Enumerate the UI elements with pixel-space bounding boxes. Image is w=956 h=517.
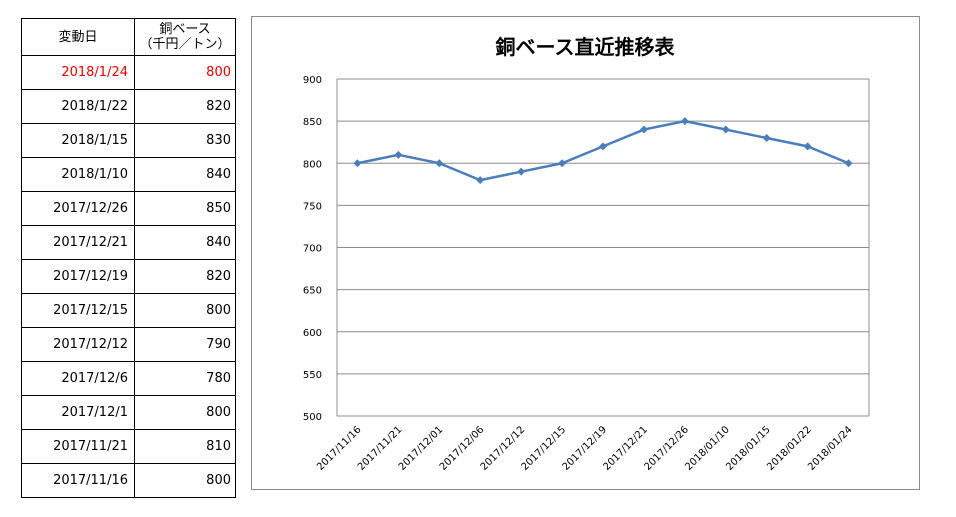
table-row: 2018/1/24 800 xyxy=(21,55,236,90)
row-price: 790 xyxy=(134,327,236,362)
header-date: 変動日 xyxy=(21,18,135,56)
row-price: 840 xyxy=(134,225,236,260)
row-date: 2018/1/10 xyxy=(21,157,135,192)
data-point xyxy=(394,150,403,159)
y-axis-ticks: 500 550 600 650 700 750 800 850 900 xyxy=(303,75,322,423)
chart-area: 銅ベース直近推移表 500 550 600 650 700 750 800 850 900 20… xyxy=(251,16,920,490)
table-row: 2017/12/12 790 xyxy=(21,327,236,362)
table-row: 2018/1/10 840 xyxy=(21,157,236,192)
table-header-row: 変動日 銅ベース （千円／トン） xyxy=(21,18,236,56)
header-price-line2: （千円／トン） xyxy=(139,37,231,52)
row-date: 2017/12/19 xyxy=(21,259,135,294)
table-row: 2018/1/22 820 xyxy=(21,89,236,124)
header-price-line1: 銅ベース xyxy=(159,22,211,37)
row-price: 850 xyxy=(134,191,236,226)
table-row: 2017/12/15 800 xyxy=(21,293,236,328)
data-point xyxy=(558,159,567,168)
grid-lines xyxy=(336,78,870,417)
table-row: 2018/1/15 830 xyxy=(21,123,236,158)
row-price: 840 xyxy=(134,157,236,192)
table-row: 2017/12/19 820 xyxy=(21,259,236,294)
row-date: 2018/1/24 xyxy=(21,55,135,90)
row-date: 2017/11/21 xyxy=(21,429,135,464)
series-layer xyxy=(353,117,853,185)
row-price: 820 xyxy=(134,89,236,124)
x-axis-ticks: 2017/11/162017/11/212017/12/012017/12/06… xyxy=(315,424,855,473)
row-date: 2017/12/1 xyxy=(21,395,135,430)
y-tick-label: 650 xyxy=(303,286,322,297)
row-price: 800 xyxy=(134,293,236,328)
table-row: 2017/11/21 810 xyxy=(21,429,236,464)
table-row: 2017/12/1 800 xyxy=(21,395,236,430)
row-date: 2017/11/16 xyxy=(21,463,135,498)
row-price: 810 xyxy=(134,429,236,464)
data-point xyxy=(680,117,689,126)
row-date: 2017/12/15 xyxy=(21,293,135,328)
row-date: 2017/12/21 xyxy=(21,225,135,260)
row-price: 800 xyxy=(134,463,236,498)
data-point xyxy=(762,133,771,142)
data-point xyxy=(599,142,607,151)
y-tick-label: 900 xyxy=(303,75,322,86)
y-tick-label: 700 xyxy=(303,244,322,255)
series-line xyxy=(357,119,850,182)
table-row: 2017/11/16 800 xyxy=(21,463,236,498)
y-tick-label: 550 xyxy=(303,370,322,381)
row-date: 2018/1/15 xyxy=(21,123,135,158)
table-body: 2018/1/24 800 2018/1/22 820 2018/1/15 830 2018… xyxy=(21,55,236,498)
table-row: 2017/12/6 780 xyxy=(21,361,236,396)
data-point xyxy=(435,159,444,168)
row-date: 2017/12/26 xyxy=(21,191,135,226)
y-tick-label: 750 xyxy=(303,201,322,212)
row-price: 800 xyxy=(134,395,236,430)
y-tick-label: 500 xyxy=(303,412,322,423)
table-row: 2017/12/21 840 xyxy=(21,225,236,260)
table-row: 2017/12/26 850 xyxy=(21,191,236,226)
row-date: 2017/12/6 xyxy=(21,361,135,396)
row-date: 2017/12/12 xyxy=(21,327,135,362)
data-point xyxy=(517,167,526,176)
data-point xyxy=(844,159,853,168)
data-point xyxy=(353,159,362,168)
y-tick-label: 800 xyxy=(303,159,322,170)
data-point xyxy=(639,125,648,134)
data-point xyxy=(803,142,812,151)
row-price: 820 xyxy=(134,259,236,294)
row-date: 2018/1/22 xyxy=(21,89,135,124)
row-price: 780 xyxy=(134,361,236,396)
price-table: 変動日 銅ベース （千円／トン） 2018/1/24 800 2018/1/22 82… xyxy=(21,18,236,498)
data-point xyxy=(476,176,485,185)
row-price: 800 xyxy=(134,55,236,90)
data-point xyxy=(721,125,730,134)
x-tick-label: 2018/01/24 xyxy=(806,424,855,473)
chart-title: 銅ベース直近推移表 xyxy=(496,35,676,59)
line-chart: 銅ベース直近推移表 500 550 600 650 700 750 800 850 900 20… xyxy=(303,35,870,473)
y-tick-label: 600 xyxy=(303,328,322,339)
header-price: 銅ベース （千円／トン） xyxy=(134,18,236,56)
row-price: 830 xyxy=(134,123,236,158)
y-tick-label: 850 xyxy=(303,117,322,128)
